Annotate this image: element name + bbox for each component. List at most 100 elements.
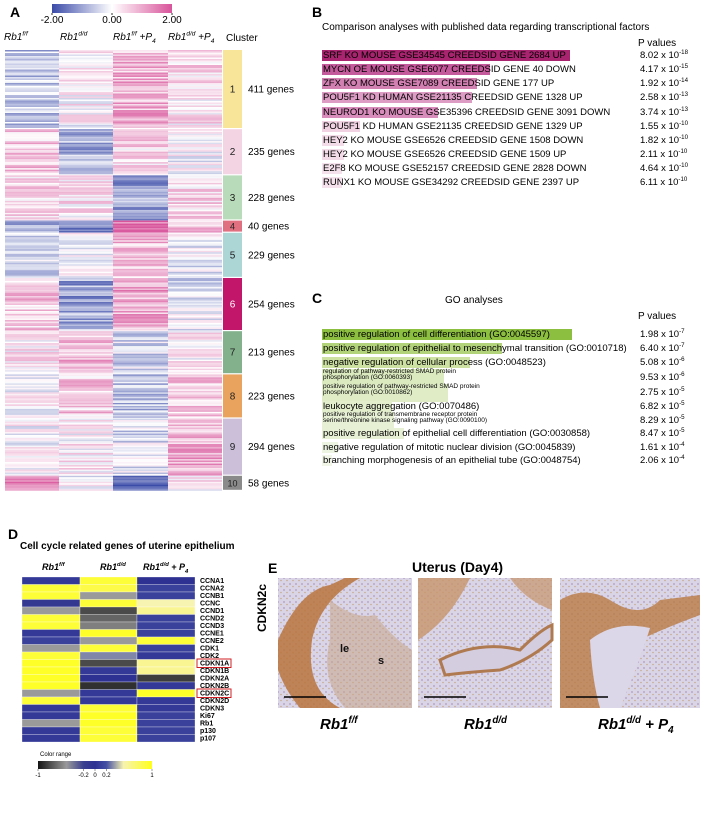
heatmap-stripe — [113, 308, 168, 310]
heatmap-cell — [136, 606, 196, 615]
cluster-id: 6 — [230, 300, 236, 311]
heatmap-stripe — [5, 282, 59, 284]
heatmap-stripe — [59, 273, 113, 275]
heatmap-stripe — [5, 268, 59, 271]
heatmap-stripe — [113, 265, 168, 268]
heatmap-stripe — [5, 441, 59, 443]
heatmap-stripe — [113, 142, 168, 145]
p-value: 2.11 x 10-10 — [640, 148, 687, 160]
heatmap-stripe — [5, 249, 59, 251]
heatmap-stripe — [5, 217, 59, 219]
heatmap-stripe — [113, 362, 168, 365]
heatmap-stripe — [168, 413, 222, 415]
gene-label: CDKN2C — [200, 690, 229, 697]
heatmap-stripe — [113, 384, 168, 387]
heatmap-stripe — [113, 338, 168, 341]
heatmap-stripe — [5, 126, 59, 128]
heatmap-stripe — [113, 271, 168, 274]
heatmap-stripe — [168, 262, 222, 265]
heatmap-stripe — [168, 133, 222, 136]
heatmap-stripe — [168, 294, 222, 296]
heatmap-stripe — [59, 442, 113, 445]
epithelium — [418, 578, 470, 640]
cluster-genes: 223 genes — [248, 391, 295, 402]
heatmap-stripe — [5, 311, 59, 313]
heatmap-stripe — [113, 166, 168, 169]
heatmap-stripe — [5, 416, 59, 418]
heatmap-stripe — [59, 80, 113, 82]
heatmap-stripe — [5, 408, 59, 411]
heatmap-stripe — [59, 63, 113, 65]
heatmap-stripe — [113, 293, 168, 295]
heatmap-stripe — [113, 346, 168, 348]
heatmap-stripe — [113, 268, 168, 271]
heatmap-stripe — [113, 150, 168, 152]
heatmap-stripe — [168, 374, 222, 376]
heatmap-stripe — [5, 329, 59, 331]
heatmap-stripe — [59, 190, 113, 192]
heatmap-stripe — [113, 249, 168, 251]
heatmap-stripe — [113, 274, 168, 277]
heatmap-stripe — [168, 126, 222, 128]
heatmap-stripe — [113, 80, 168, 82]
heatmap-stripe — [59, 352, 113, 354]
heatmap-stripe — [5, 133, 59, 136]
p-exp: -5 — [679, 413, 685, 421]
heatmap-stripe — [5, 71, 59, 73]
heatmap-stripe — [59, 378, 113, 381]
heatmap-stripe — [168, 93, 222, 95]
heatmap-stripe — [113, 317, 168, 319]
heatmap-stripe — [168, 462, 222, 464]
heatmap-stripe — [113, 329, 168, 331]
heatmap-stripe — [113, 77, 168, 79]
heatmap-stripe — [168, 268, 222, 271]
gene-label: CDKN2B — [200, 683, 229, 690]
heatmap-stripe — [59, 74, 113, 76]
heatmap-stripe — [5, 188, 59, 191]
heatmap-stripe — [168, 390, 222, 393]
heatmap-stripe — [168, 223, 222, 226]
heatmap-stripe — [168, 63, 222, 65]
heatmap-stripe — [113, 54, 168, 56]
heatmap-stripe — [5, 199, 59, 201]
heatmap-stripe — [113, 231, 168, 233]
heatmap-stripe — [59, 346, 113, 348]
heatmap-stripe — [59, 237, 113, 239]
heatmap-stripe — [5, 404, 59, 406]
heatmap-stripe — [5, 401, 59, 403]
heatmap-stripe — [5, 465, 59, 467]
heatmap-stripe — [59, 414, 113, 417]
heatmap-stripe — [59, 108, 113, 110]
heatmap-stripe — [113, 429, 168, 431]
heatmap-stripe — [59, 90, 113, 92]
heatmap-stripe — [59, 377, 113, 379]
heatmap-stripe — [5, 474, 59, 476]
p-exp: -13 — [679, 105, 688, 113]
heatmap-stripe — [168, 265, 222, 268]
heatmap-stripe — [113, 433, 168, 436]
heatmap-stripe — [5, 424, 59, 427]
heatmap-stripe — [5, 381, 59, 384]
heatmap-stripe — [59, 478, 113, 481]
heatmap-stripe — [59, 225, 113, 227]
heatmap-stripe — [5, 169, 59, 172]
heatmap-stripe — [113, 327, 168, 329]
heatmap-cell — [21, 629, 81, 638]
heatmap-stripe — [5, 393, 59, 396]
p-value: 6.11 x 10-10 — [640, 176, 687, 188]
heatmap-stripe — [113, 165, 168, 167]
heatmap-stripe — [59, 290, 113, 292]
heatmap-stripe — [5, 438, 59, 440]
heatmap-stripe — [168, 401, 222, 403]
heatmap-stripe — [59, 154, 113, 157]
heatmap-stripe — [113, 290, 168, 292]
heatmap-stripe — [168, 337, 222, 339]
heatmap-stripe — [113, 318, 168, 320]
heatmap-stripe — [59, 176, 113, 179]
heatmap-stripe — [113, 435, 168, 437]
label-part: d/d — [117, 562, 126, 568]
heatmap-stripe — [59, 279, 113, 281]
heatmap-cell — [79, 696, 138, 705]
heatmap-stripe — [113, 212, 168, 215]
